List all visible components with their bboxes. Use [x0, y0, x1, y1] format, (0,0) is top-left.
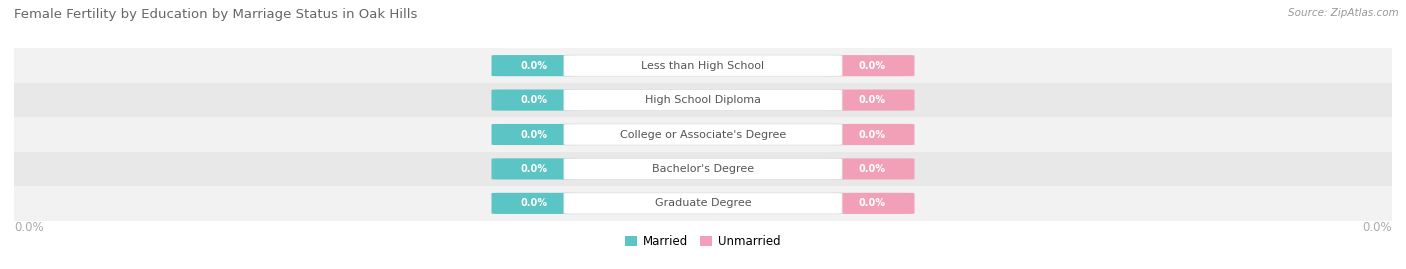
FancyBboxPatch shape — [492, 124, 576, 145]
Bar — [14, 152, 1392, 186]
FancyBboxPatch shape — [492, 158, 576, 179]
Text: Female Fertility by Education by Marriage Status in Oak Hills: Female Fertility by Education by Marriag… — [14, 8, 418, 21]
Text: 0.0%: 0.0% — [858, 164, 886, 174]
Text: College or Associate's Degree: College or Associate's Degree — [620, 129, 786, 140]
Bar — [14, 117, 1392, 152]
Text: High School Diploma: High School Diploma — [645, 95, 761, 105]
FancyBboxPatch shape — [564, 158, 842, 179]
FancyBboxPatch shape — [830, 90, 914, 111]
FancyBboxPatch shape — [564, 193, 842, 214]
FancyBboxPatch shape — [830, 55, 914, 76]
Bar — [14, 83, 1392, 117]
FancyBboxPatch shape — [830, 124, 914, 145]
Text: 0.0%: 0.0% — [14, 221, 44, 233]
Legend: Married, Unmarried: Married, Unmarried — [620, 230, 786, 253]
FancyBboxPatch shape — [830, 158, 914, 179]
Text: 0.0%: 0.0% — [858, 129, 886, 140]
FancyBboxPatch shape — [564, 90, 842, 111]
Text: 0.0%: 0.0% — [520, 129, 548, 140]
FancyBboxPatch shape — [564, 124, 842, 145]
FancyBboxPatch shape — [492, 193, 576, 214]
Text: 0.0%: 0.0% — [858, 95, 886, 105]
Text: Less than High School: Less than High School — [641, 61, 765, 71]
Bar — [14, 48, 1392, 83]
Text: Bachelor's Degree: Bachelor's Degree — [652, 164, 754, 174]
Text: Graduate Degree: Graduate Degree — [655, 198, 751, 208]
Text: 0.0%: 0.0% — [520, 61, 548, 71]
Text: 0.0%: 0.0% — [858, 198, 886, 208]
Bar — [14, 186, 1392, 221]
Text: 0.0%: 0.0% — [1362, 221, 1392, 233]
Text: 0.0%: 0.0% — [520, 164, 548, 174]
FancyBboxPatch shape — [492, 90, 576, 111]
FancyBboxPatch shape — [564, 55, 842, 76]
FancyBboxPatch shape — [830, 193, 914, 214]
Text: 0.0%: 0.0% — [520, 198, 548, 208]
FancyBboxPatch shape — [492, 55, 576, 76]
Text: 0.0%: 0.0% — [858, 61, 886, 71]
Text: Source: ZipAtlas.com: Source: ZipAtlas.com — [1288, 8, 1399, 18]
Text: 0.0%: 0.0% — [520, 95, 548, 105]
